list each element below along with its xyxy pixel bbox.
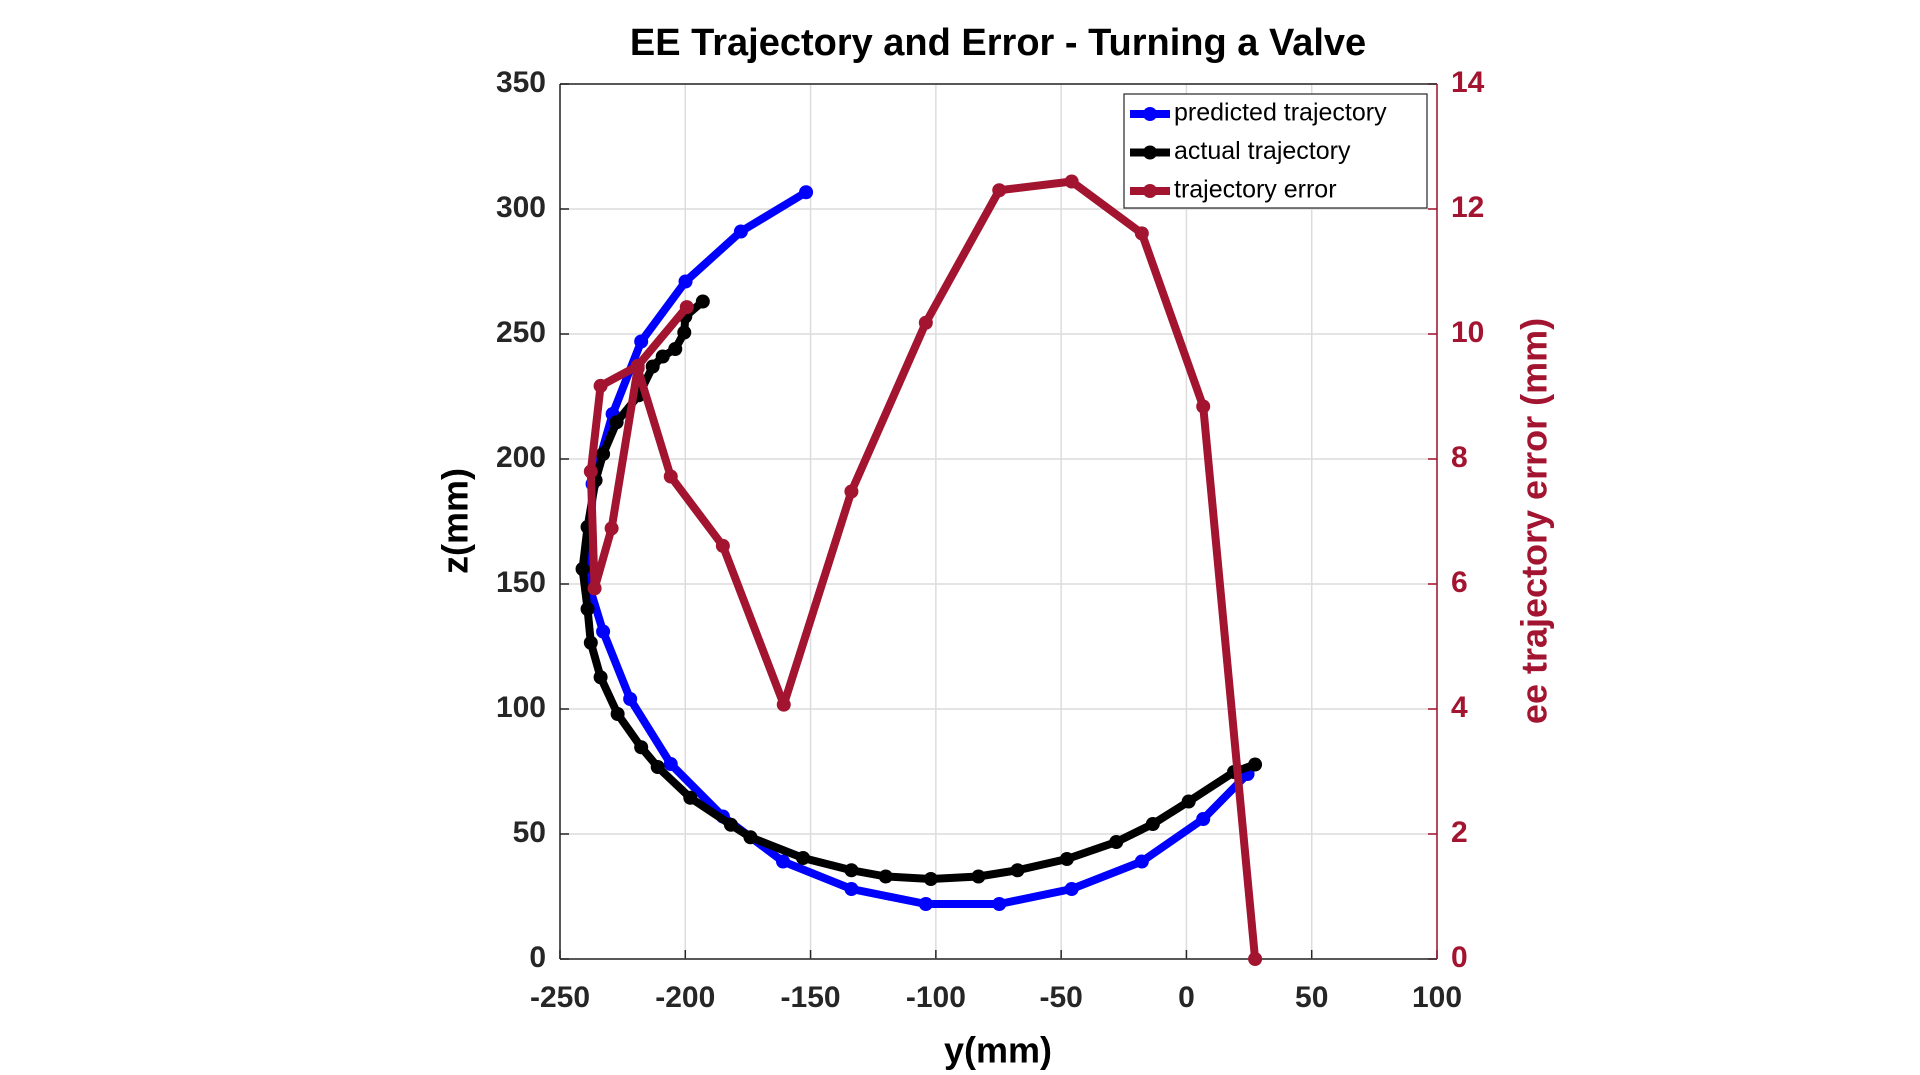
data-point: [593, 670, 608, 685]
x-tick-label: -100: [906, 981, 966, 1014]
legend-marker: [1143, 184, 1157, 198]
data-point: [1109, 835, 1124, 849]
y2-tick-label: 12: [1451, 191, 1484, 224]
data-point: [1064, 174, 1079, 189]
data-point: [587, 581, 602, 596]
data-point: [733, 224, 748, 239]
data-point: [596, 624, 611, 639]
data-point: [844, 863, 859, 878]
data-point: [609, 415, 624, 430]
y-tick-label: 150: [496, 566, 546, 599]
data-point: [610, 707, 625, 721]
data-point: [1181, 794, 1196, 809]
data-point: [583, 635, 598, 650]
x-axis-label: y(mm): [944, 1030, 1052, 1071]
legend-box: [1123, 93, 1428, 209]
data-point: [663, 469, 678, 484]
y-tick-label: 50: [513, 816, 546, 849]
y-tick-label: 100: [496, 691, 546, 724]
data-point: [695, 294, 710, 309]
data-point: [678, 274, 693, 289]
data-point: [844, 882, 859, 896]
y2-tick-label: 14: [1451, 66, 1485, 99]
data-point: [715, 538, 730, 553]
data-point: [992, 183, 1007, 198]
data-point: [799, 185, 814, 200]
data-point: [663, 757, 678, 771]
x-tick-label: 100: [1412, 981, 1462, 1014]
data-point: [923, 872, 938, 886]
data-point: [677, 325, 692, 340]
y2-tick-label: 6: [1451, 566, 1468, 599]
y2-tick-label: 0: [1451, 941, 1468, 974]
series-line: [578, 298, 1257, 883]
data-point: [634, 334, 649, 349]
y2-tick-label: 10: [1451, 316, 1484, 349]
y2-tick-label: 2: [1451, 816, 1468, 849]
data-point: [1134, 226, 1149, 241]
data-point: [623, 692, 638, 706]
x-tick-label: -50: [1039, 981, 1082, 1014]
data-point: [776, 854, 791, 869]
data-point: [596, 447, 611, 461]
data-point: [634, 740, 649, 755]
data-point: [723, 817, 738, 832]
data-point: [650, 760, 665, 774]
data-point: [1248, 952, 1263, 966]
x-tick-label: -200: [655, 981, 715, 1014]
series-line: [586, 177, 1260, 960]
data-point: [604, 521, 619, 536]
data-point: [655, 349, 670, 364]
data-point: [743, 830, 758, 845]
data-point: [679, 300, 694, 315]
data-point: [580, 602, 595, 616]
data-point: [1145, 817, 1160, 831]
y-tick-label: 250: [496, 316, 546, 349]
y2-tick-label: 4: [1451, 691, 1468, 724]
data-point: [1248, 757, 1263, 772]
x-tick-label: 0: [1178, 981, 1195, 1014]
data-point: [575, 562, 590, 576]
legend-label: predicted trajectory: [1174, 99, 1387, 127]
data-point: [645, 359, 660, 374]
y2-axis-label: ee trajectory error (mm): [1514, 318, 1555, 724]
x-tick-label: -250: [530, 981, 590, 1014]
data-point: [992, 897, 1007, 911]
data-point: [683, 790, 698, 805]
y-tick-label: 0: [529, 941, 546, 974]
data-point: [918, 897, 933, 911]
y-tick-label: 350: [496, 66, 546, 99]
y-tick-label: 200: [496, 441, 546, 474]
data-point: [878, 869, 893, 884]
data-point: [776, 697, 791, 712]
x-tick-label: -150: [781, 981, 841, 1014]
legend-label: trajectory error: [1174, 176, 1337, 204]
data-point: [971, 869, 986, 884]
y2-tick-label: 8: [1451, 441, 1468, 474]
y-axis-label: z(mm): [435, 468, 476, 574]
x-tick-label: 50: [1295, 981, 1328, 1014]
y-tick-label: 300: [496, 191, 546, 224]
data-point: [630, 361, 645, 376]
data-point: [918, 315, 933, 330]
data-point: [668, 342, 683, 356]
data-point: [583, 464, 598, 479]
legend-marker: [1143, 107, 1157, 121]
legend-marker: [1143, 145, 1157, 160]
data-point: [796, 851, 811, 865]
chart-title: EE Trajectory and Error - Turning a Valv…: [630, 22, 1366, 64]
data-point: [1196, 812, 1211, 826]
data-point: [1134, 854, 1149, 869]
legend-label: actual trajectory: [1174, 137, 1351, 165]
data-point: [844, 484, 859, 499]
data-point: [1059, 852, 1074, 866]
data-point: [1196, 399, 1211, 414]
data-point: [1064, 882, 1079, 896]
data-point: [1010, 863, 1025, 878]
data-point: [593, 378, 608, 393]
